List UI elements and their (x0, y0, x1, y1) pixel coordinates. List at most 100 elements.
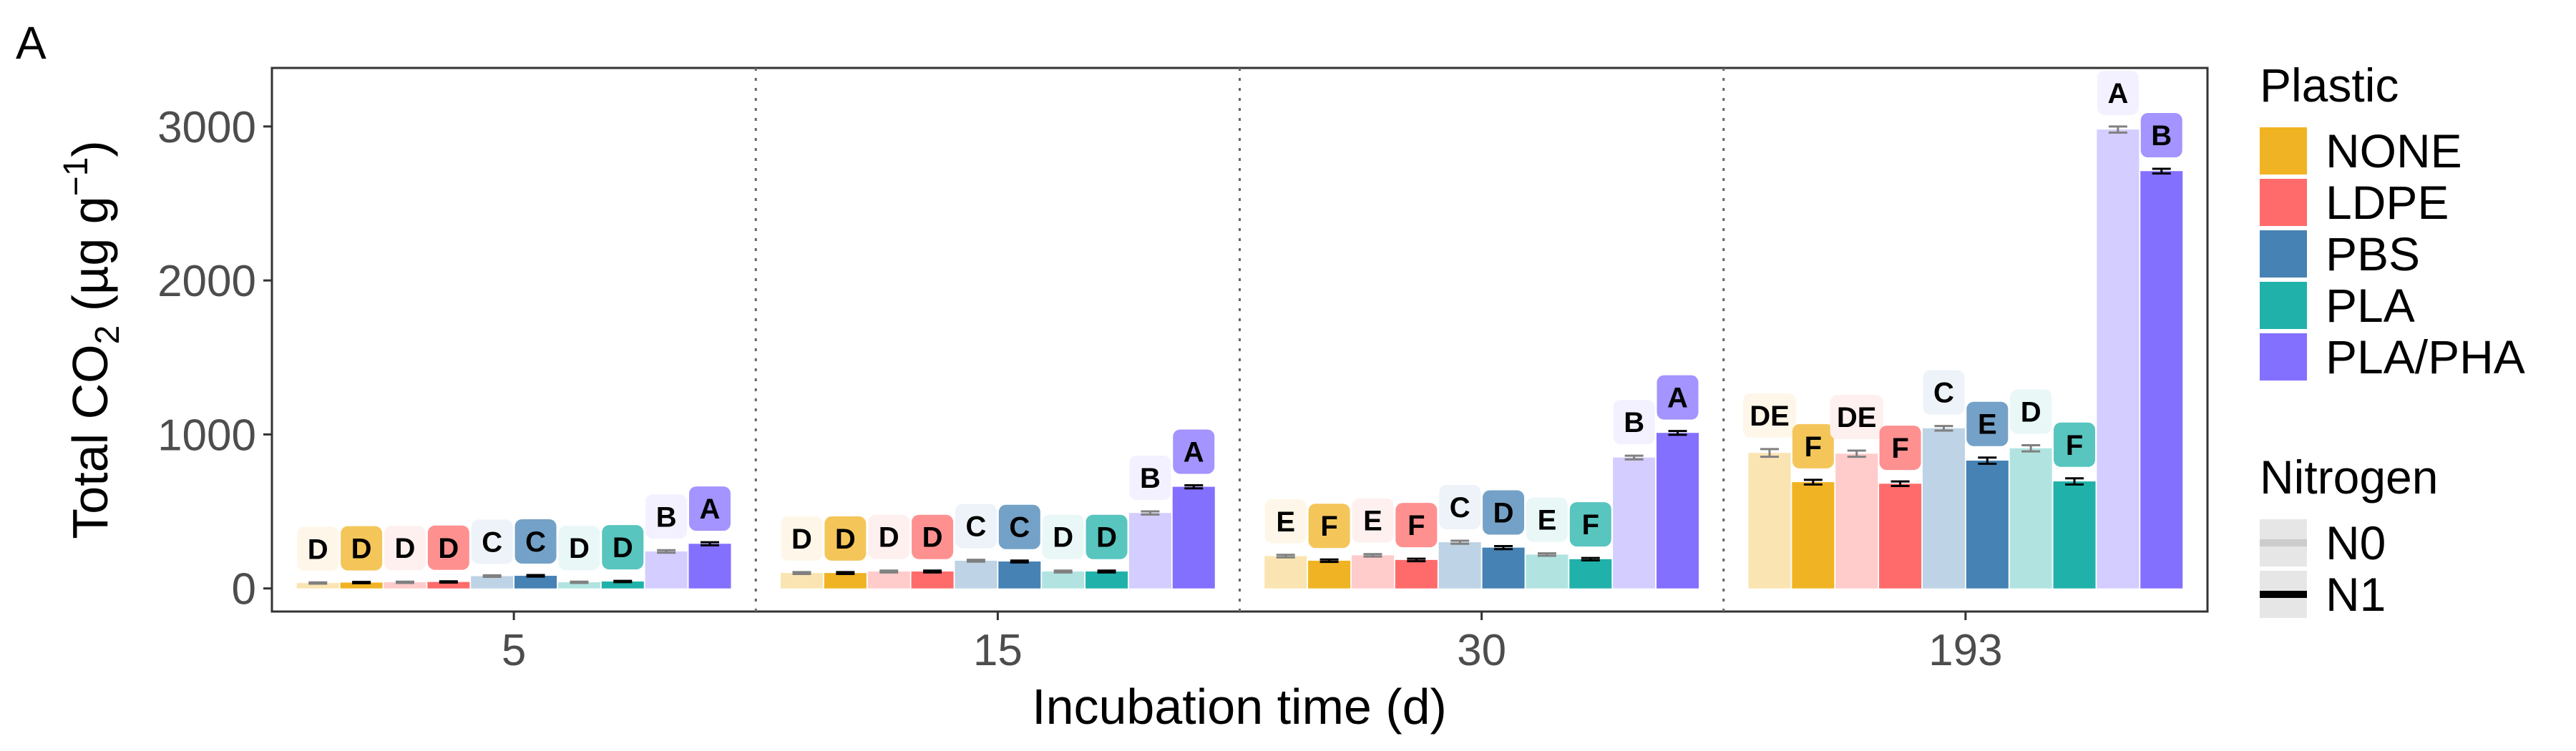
bar-193-pla-pha-n1 (2140, 171, 2183, 589)
sig-label-box (1395, 503, 1438, 548)
bar-30-ldpe-n1 (1395, 559, 1438, 589)
sig-label-box (602, 525, 644, 570)
y-axis-title-unit-open: (µg g (62, 196, 118, 325)
sig-label-box (1569, 502, 1611, 547)
bar-5-none-n1 (340, 582, 383, 589)
sig-label-text: A (1184, 436, 1204, 468)
sig-label-text: D (569, 533, 590, 564)
x-axis-title: Incubation time (d) (1032, 679, 1447, 735)
sig-label-box (1923, 370, 1965, 415)
y-axis-title: Total CO2 (µg g−1) (57, 140, 127, 539)
sig-label-text: DE (1837, 402, 1877, 433)
bar-30-pla-n0 (1526, 554, 1568, 589)
sig-label-text: B (1140, 463, 1161, 494)
sig-label-box (1264, 499, 1307, 544)
bar-15-pla-pha-n1 (1172, 486, 1215, 589)
legend-key-line (2260, 539, 2307, 546)
sig-label-box (2097, 70, 2139, 115)
panel-label: A (16, 17, 47, 69)
sig-label-box (2054, 422, 2096, 467)
sig-label-text: A (2107, 78, 2128, 109)
bar-193-pla-pha-n0 (2097, 129, 2140, 589)
bar-193-pbs-n1 (1966, 461, 2009, 589)
sig-label-box (689, 486, 731, 531)
legend-label-none: NONE (2326, 124, 2462, 177)
sig-label-text: D (613, 532, 633, 564)
bar-15-pbs-n1 (998, 561, 1041, 589)
bar-30-ldpe-n0 (1351, 555, 1394, 589)
bar-30-none-n0 (1264, 556, 1307, 589)
x-tick-label: 5 (502, 626, 526, 675)
legend-key-ldpe (2260, 179, 2307, 226)
bar-30-pla-n1 (1569, 559, 1612, 589)
bar-193-pla-n0 (2009, 448, 2052, 589)
legend-key-line (2260, 591, 2307, 598)
sig-label-text: D (1493, 497, 1514, 529)
y-axis-title-prefix: Total CO (62, 344, 118, 539)
bar-30-pla-pha-n1 (1656, 433, 1699, 589)
y-tick-label: 1000 (157, 411, 256, 460)
sig-label-text: A (1667, 383, 1688, 414)
sig-label-text: C (482, 526, 502, 558)
sig-label-text: D (791, 524, 812, 555)
sig-label-box (297, 526, 339, 571)
bar-193-ldpe-n0 (1835, 453, 1878, 589)
x-axis: 5 15 30 193 (502, 612, 2003, 675)
bar-30-none-n1 (1308, 560, 1351, 589)
bar-5-ldpe-n1 (427, 581, 470, 589)
sig-label-box (1439, 484, 1481, 529)
legend-label-pbs: PBS (2326, 227, 2420, 280)
sig-label-box (514, 519, 557, 564)
sig-label-box (1966, 401, 2009, 446)
sig-label-box (955, 504, 997, 549)
sig-label-text: D (351, 534, 372, 565)
sig-label-box (1173, 429, 1215, 474)
sig-label-text: DE (1750, 401, 1790, 432)
bar-30-pla-pha-n0 (1613, 457, 1656, 589)
sig-label-box (824, 516, 867, 561)
bar-193-none-n1 (1792, 482, 1835, 589)
sig-label-text: B (2151, 120, 2172, 152)
bar-5-pbs-n0 (471, 576, 514, 589)
sig-label-text: F (2066, 430, 2083, 461)
y-axis-title-unit-close: ) (62, 140, 118, 157)
bar-5-pla-pha-n1 (688, 544, 731, 589)
y-axis-title-subscript: 2 (89, 325, 127, 345)
sig-label-text: E (1363, 506, 1382, 537)
legend-key-pla (2260, 282, 2307, 329)
bar-15-none-n0 (780, 573, 824, 589)
sig-label-text: F (1805, 431, 1822, 463)
bar-5-pla-pha-n0 (645, 551, 688, 589)
legend-key-pla-pha (2260, 333, 2307, 381)
legend-label-ldpe: LDPE (2326, 176, 2449, 229)
bar-15-pla-n1 (1085, 571, 1128, 589)
sig-label-text: A (700, 494, 721, 525)
bar-15-ldpe-n0 (867, 571, 910, 589)
errorbars-layer (308, 125, 2171, 585)
sig-label-box (912, 514, 954, 559)
bar-5-ldpe-n0 (384, 582, 426, 589)
y-tick-label: 2000 (157, 257, 256, 306)
legend-key-none (2260, 127, 2307, 175)
sig-label-text: B (1624, 407, 1644, 438)
legend-label-n1: N1 (2326, 568, 2386, 621)
sig-label-box (1792, 423, 1834, 468)
sig-label-box (471, 519, 513, 564)
sig-label-box (1308, 504, 1350, 549)
sig-label-text: F (1320, 511, 1337, 542)
bar-193-pbs-n0 (1922, 428, 1965, 589)
bar-5-pbs-n1 (514, 576, 557, 589)
sig-label-box (645, 494, 688, 539)
sig-label-text: C (965, 511, 986, 543)
sig-label-text: D (879, 522, 899, 554)
sig-label-text: E (1538, 505, 1557, 536)
sig-label-box (1042, 514, 1084, 559)
sig-label-box (2010, 389, 2052, 434)
y-axis: 0 1000 2000 3000 (157, 103, 272, 614)
sig-label-text: B (656, 501, 677, 533)
sig-label-text: F (1582, 509, 1599, 541)
sig-label-box (1657, 375, 1699, 420)
